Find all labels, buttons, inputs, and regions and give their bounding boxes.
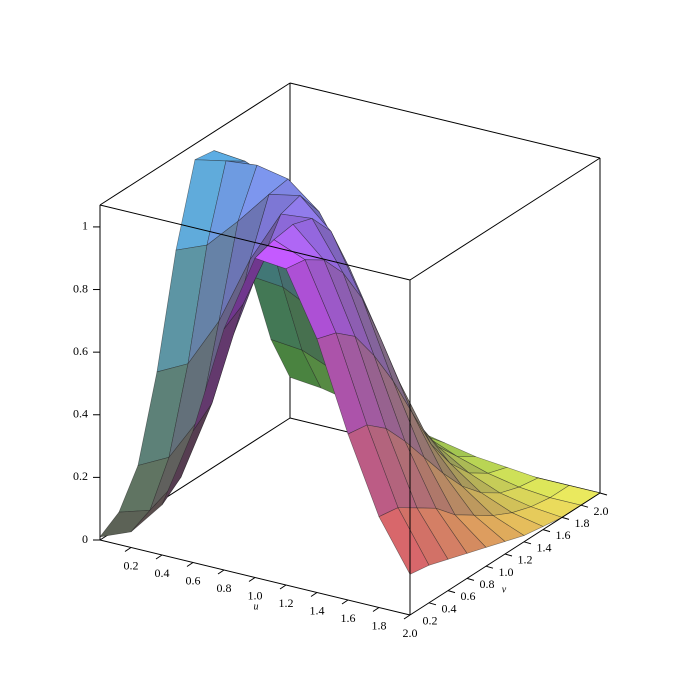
yticks-mark [523,541,532,545]
xticks-label: 0.4 [155,566,170,580]
yticks-label: 0.2 [423,614,438,628]
zticks-label: 0.8 [73,281,88,295]
yticks-mark [561,516,570,520]
zticks-label: 0.2 [73,469,88,483]
box-edge [409,157,601,281]
xticks-mark [279,584,287,590]
yticks-label: 0.8 [480,577,495,591]
yticks-mark [428,602,437,606]
xticks-label: 1.4 [310,603,325,617]
xticks-mark [186,562,194,567]
x-axis-title: u [254,601,259,612]
xticks-mark [124,547,132,552]
yticks-label: 0.6 [461,589,476,603]
surface [99,150,601,575]
box-edge [289,82,601,159]
surface-patch [378,507,430,575]
zticks-label: 1 [82,219,88,233]
yticks-mark [485,565,494,569]
yticks-mark [466,577,475,581]
xticks-mark [403,614,411,620]
xticks-mark [310,592,318,597]
xticks-mark [341,599,349,605]
yticks-label: 1.6 [556,528,571,542]
xticks-mark [217,569,225,575]
box-edge [99,82,291,206]
yticks-label: 1.4 [537,540,552,554]
y-axis-title: v [502,584,507,595]
yticks-mark [599,492,608,496]
yticks-label: 2.0 [594,504,609,518]
xticks-label: 1.8 [372,618,387,632]
yticks-label: 1.8 [575,516,590,530]
box-edge [99,204,411,281]
xticks-label: 1.6 [341,611,356,625]
xticks-label: 1.0 [248,588,263,602]
yticks-mark [542,529,551,533]
xticks-label: 0.6 [186,573,201,587]
xticks-mark [248,577,256,582]
yticks-label: 1.0 [499,565,514,579]
yticks-mark [580,504,589,508]
xticks-label: 0.8 [217,581,232,595]
yticks-mark [447,590,456,594]
xticks-label: 1.2 [279,596,294,610]
zticks-label: 0 [82,532,88,546]
xticks-label: 0.2 [124,558,139,572]
zticks-label: 0.6 [73,344,88,358]
zticks-label: 0.4 [73,407,88,421]
box-front: 0.2 0.4 0.6 0.8 1.0 1.2 1.4 1.6 1.8 2.0 0.2 0.4 0.6 0… [73,82,609,640]
yticks-label: 1.2 [518,553,533,567]
xticks-mark [372,607,380,612]
yticks-label: 0.4 [442,601,457,615]
xticks-mark [155,554,163,560]
yticks-mark [504,553,513,557]
xticks-label: 2.0 [403,626,418,640]
